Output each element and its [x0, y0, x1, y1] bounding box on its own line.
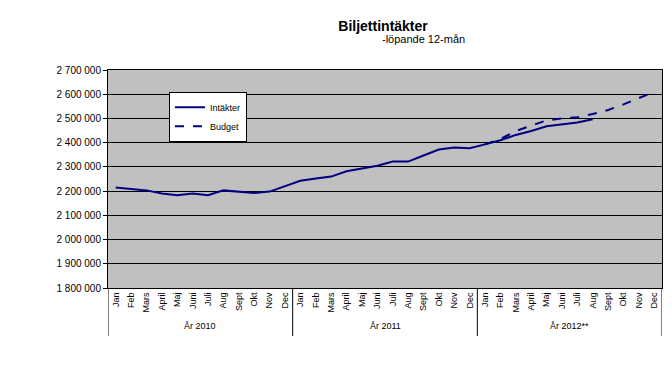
svg-text:Okt: Okt: [618, 292, 628, 307]
svg-text:2 100 000: 2 100 000: [57, 210, 102, 221]
svg-text:Sept: Sept: [603, 292, 613, 311]
svg-text:År 2011: År 2011: [370, 321, 401, 331]
svg-text:Jan: Jan: [111, 293, 121, 308]
svg-text:April: April: [157, 293, 167, 311]
svg-text:Biljettintäkter: Biljettintäkter: [338, 18, 428, 34]
svg-text:2 700 000: 2 700 000: [57, 65, 102, 76]
svg-text:2 600 000: 2 600 000: [57, 89, 102, 100]
svg-text:Mars: Mars: [141, 292, 151, 312]
svg-text:Nov: Nov: [449, 292, 459, 309]
svg-text:Dec: Dec: [465, 292, 475, 309]
svg-text:Juli: Juli: [388, 293, 398, 307]
svg-text:Dec: Dec: [280, 292, 290, 309]
svg-text:Nov: Nov: [634, 292, 644, 309]
svg-text:Juni: Juni: [188, 293, 198, 310]
svg-text:Nov: Nov: [265, 292, 275, 309]
svg-text:Juni: Juni: [372, 293, 382, 310]
svg-text:Intäkter: Intäkter: [210, 103, 240, 113]
svg-text:Okt: Okt: [434, 292, 444, 307]
svg-text:2 300 000: 2 300 000: [57, 161, 102, 172]
svg-text:Maj: Maj: [542, 293, 552, 308]
svg-text:Budget: Budget: [210, 122, 239, 132]
svg-text:April: April: [526, 293, 536, 311]
svg-text:Maj: Maj: [357, 293, 367, 308]
svg-text:Sept: Sept: [418, 292, 428, 311]
svg-text:2 000 000: 2 000 000: [57, 234, 102, 245]
svg-text:Jan: Jan: [295, 293, 305, 308]
svg-text:1 900 000: 1 900 000: [57, 258, 102, 269]
svg-text:Mars: Mars: [511, 292, 521, 312]
svg-text:1 800 000: 1 800 000: [57, 283, 102, 294]
svg-text:Sept: Sept: [234, 292, 244, 311]
svg-text:År 2010: År 2010: [184, 321, 216, 331]
svg-text:Maj: Maj: [172, 293, 182, 308]
svg-text:April: April: [341, 293, 351, 311]
svg-text:Feb: Feb: [311, 293, 321, 309]
svg-text:2 500 000: 2 500 000: [57, 113, 102, 124]
svg-text:Aug: Aug: [403, 293, 413, 309]
svg-text:Dec: Dec: [649, 292, 659, 309]
svg-text:Juli: Juli: [572, 293, 582, 307]
svg-text:2 400 000: 2 400 000: [57, 137, 102, 148]
svg-text:Okt: Okt: [249, 292, 259, 307]
svg-text:Feb: Feb: [126, 293, 136, 309]
svg-text:Mars: Mars: [326, 292, 336, 312]
svg-text:Jan: Jan: [480, 293, 490, 308]
svg-text:Juni: Juni: [557, 293, 567, 310]
svg-text:År 2012**: År 2012**: [550, 321, 589, 331]
svg-text:Feb: Feb: [495, 293, 505, 309]
svg-text:-löpande 12-mån: -löpande 12-mån: [382, 33, 465, 45]
svg-text:Aug: Aug: [588, 293, 598, 309]
svg-text:2 200 000: 2 200 000: [57, 186, 102, 197]
svg-text:Aug: Aug: [218, 293, 228, 309]
svg-text:Juli: Juli: [203, 293, 213, 307]
